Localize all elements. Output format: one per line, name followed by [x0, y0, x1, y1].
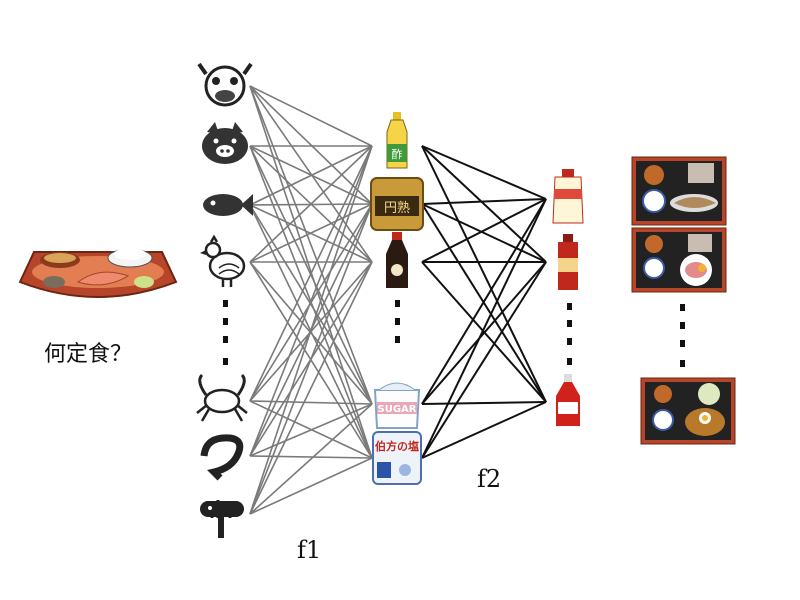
f1-edge	[249, 85, 373, 263]
f1-edge	[249, 400, 373, 405]
sugar-bag-icon: SUGAR	[373, 382, 421, 429]
f1-edge	[249, 455, 373, 459]
fish-set-meal-icon	[631, 156, 727, 226]
question-text: 何定食？	[44, 342, 133, 367]
miso-pack-icon: 円熟	[370, 177, 424, 231]
ham-egg-set-meal-icon	[631, 227, 727, 293]
f1-edge	[249, 145, 373, 206]
ellipsis-dots-icon	[395, 300, 400, 343]
ketchup-icon	[556, 374, 580, 426]
salt-label: 伯方の塩	[375, 439, 419, 453]
sugar-label: SUGAR	[378, 404, 417, 415]
mayonnaise-icon	[552, 169, 584, 224]
f2-edge	[421, 198, 547, 459]
f2-label: f2	[477, 465, 502, 493]
salt-bag-icon: 伯方の塩	[372, 431, 422, 485]
sausage-icon	[200, 500, 244, 538]
pig-icon	[202, 122, 248, 164]
f1-edge	[249, 204, 373, 405]
f2-edge	[421, 261, 547, 405]
chicken-icon	[200, 234, 246, 287]
f1-edge	[249, 403, 373, 457]
vinegar-bottle-icon: 酢	[386, 112, 408, 169]
vinegar-label: 酢	[392, 147, 403, 161]
f2-edge	[421, 145, 547, 403]
cow-icon	[197, 62, 253, 107]
f1-edge	[249, 85, 373, 147]
f1-connections	[249, 85, 373, 515]
f1-edge	[249, 145, 373, 402]
f1-edge	[249, 203, 373, 263]
f1-edge	[249, 145, 373, 263]
f1-edge	[249, 261, 373, 405]
f2-edge	[421, 198, 547, 405]
input-set-meal-icon	[18, 248, 178, 298]
dressing-bottle-icon	[558, 234, 578, 290]
f1-edge	[249, 403, 373, 515]
f2-edge	[421, 401, 547, 459]
f1-edge	[249, 145, 373, 515]
f2-edge	[421, 203, 547, 263]
soy-sauce-bottle-icon	[386, 232, 408, 288]
f1-edge	[249, 85, 373, 405]
shrimp-icon	[200, 434, 244, 481]
f1-edge	[249, 457, 373, 515]
f1-edge	[249, 145, 373, 457]
ellipsis-dots-icon	[223, 300, 228, 365]
f2-edge	[421, 145, 547, 200]
f1-edge	[249, 203, 373, 515]
f2-connections	[421, 145, 547, 459]
f2-edge	[421, 401, 547, 405]
fish-icon	[203, 194, 253, 216]
f1-edge	[249, 85, 373, 205]
miso-label: 円熟	[384, 200, 410, 216]
curry-set-meal-icon	[640, 377, 736, 445]
ellipsis-dots-icon	[680, 304, 685, 367]
f1-edge	[249, 261, 373, 515]
f1-label: f1	[297, 536, 322, 564]
f2-edge	[421, 261, 547, 459]
f2-edge	[421, 198, 547, 205]
f2-edge	[421, 198, 547, 263]
crab-icon	[196, 373, 248, 422]
ellipsis-dots-icon	[567, 303, 572, 365]
